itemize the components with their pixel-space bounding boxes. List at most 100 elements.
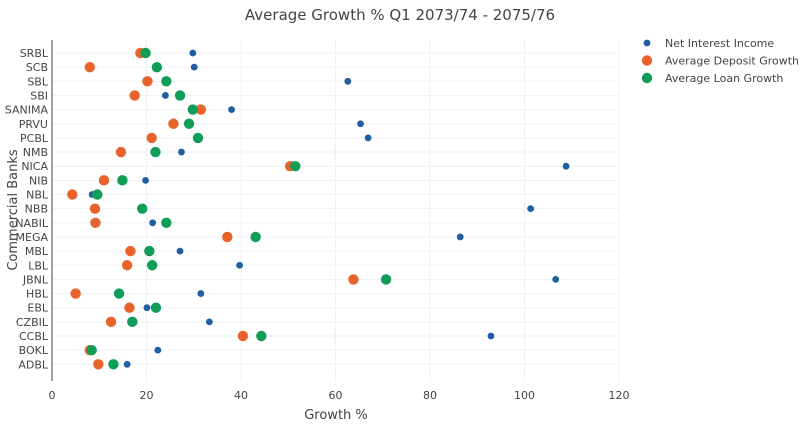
point-net-interest-income-sbi[interactable]	[162, 92, 169, 99]
point-average-deposit-growth-pcbl[interactable]	[146, 132, 157, 144]
point-net-interest-income-pcbl[interactable]	[364, 134, 372, 142]
point-net-interest-income-ebl[interactable]	[143, 304, 151, 312]
point-average-deposit-growth-lbl[interactable]	[121, 260, 133, 271]
point-net-interest-income-prvu[interactable]	[357, 120, 364, 128]
y-tick-label-nabil: NABIL	[15, 217, 49, 230]
point-average-deposit-growth-sbi[interactable]	[129, 90, 140, 101]
point-average-loan-growth-ebl[interactable]	[150, 302, 162, 313]
point-net-interest-income-sbl[interactable]	[344, 77, 352, 85]
y-tick-label-prvu: PRVU	[19, 118, 48, 131]
point-average-loan-growth-nica[interactable]	[290, 161, 301, 172]
point-average-deposit-growth-adbl[interactable]	[93, 359, 104, 370]
point-average-deposit-growth-sanima[interactable]	[195, 104, 207, 115]
y-tick-label-mega: MEGA	[16, 231, 49, 244]
point-average-loan-growth-czbil[interactable]	[127, 316, 138, 328]
x-tick-label-60: 60	[329, 389, 343, 402]
y-tick-label-adbl: ADBL	[18, 358, 49, 371]
x-tick-label-0: 0	[49, 389, 56, 402]
y-tick-label-ebl: EBL	[27, 302, 48, 315]
point-average-deposit-growth-nbb[interactable]	[89, 203, 101, 214]
point-net-interest-income-nica[interactable]	[562, 162, 570, 170]
point-net-interest-income-nmb[interactable]	[178, 148, 185, 156]
point-net-interest-income-lbl[interactable]	[236, 261, 243, 269]
point-net-interest-income-bokl[interactable]	[154, 346, 162, 354]
point-average-deposit-growth-nabil[interactable]	[90, 217, 101, 228]
point-average-loan-growth-mega[interactable]	[250, 231, 261, 243]
point-net-interest-income-mbl[interactable]	[176, 247, 184, 255]
point-average-deposit-growth-nbl[interactable]	[67, 189, 78, 200]
y-tick-label-mbl: MBL	[25, 245, 49, 258]
point-average-loan-growth-bokl[interactable]	[86, 344, 97, 356]
legend[interactable]: Net Interest Income Average Deposit Growt…	[641, 37, 799, 85]
point-average-deposit-growth-czbil[interactable]	[105, 316, 117, 328]
point-average-loan-growth-sbl[interactable]	[161, 76, 172, 87]
point-average-loan-growth-pcbl[interactable]	[192, 132, 204, 144]
y-tick-label-jbnl: JBNL	[22, 273, 49, 286]
chart-title: Average Growth % Q1 2073/74 - 2075/76	[245, 6, 555, 24]
point-average-loan-growth-jbnl[interactable]	[380, 274, 392, 285]
point-average-loan-growth-lbl[interactable]	[146, 260, 158, 271]
y-tick-label-pcbl: PCBL	[20, 132, 49, 145]
point-net-interest-income-srbl[interactable]	[189, 49, 197, 57]
y-tick-label-nica: NICA	[21, 160, 48, 173]
point-average-deposit-growth-nib[interactable]	[98, 175, 110, 186]
point-average-deposit-growth-jbnl[interactable]	[348, 274, 359, 285]
x-axis-title: Growth %	[304, 408, 368, 423]
point-net-interest-income-sanima[interactable]	[228, 106, 235, 113]
y-tick-label-bokl: BOKL	[19, 344, 49, 357]
point-net-interest-income-adbl[interactable]	[123, 360, 131, 368]
y-tick-label-lbl: LBL	[28, 259, 49, 272]
point-net-interest-income-mega[interactable]	[456, 233, 464, 241]
point-net-interest-income-czbil[interactable]	[205, 318, 213, 326]
point-net-interest-income-nbb[interactable]	[527, 205, 535, 213]
point-net-interest-income-hbl[interactable]	[197, 290, 205, 297]
y-tick-label-sanima: SANIMA	[5, 104, 49, 117]
point-average-deposit-growth-nmb[interactable]	[115, 146, 127, 158]
legend-label-average-loan-growth[interactable]: Average Loan Growth	[665, 72, 783, 85]
point-net-interest-income-scb[interactable]	[190, 63, 198, 71]
y-tick-label-srbl: SRBL	[20, 47, 49, 60]
x-tick-label-120: 120	[609, 389, 630, 402]
point-average-loan-growth-nib[interactable]	[117, 175, 128, 186]
point-average-loan-growth-sanima[interactable]	[187, 104, 199, 115]
point-average-loan-growth-nbb[interactable]	[137, 203, 148, 214]
y-tick-label-nmb: NMB	[23, 146, 48, 159]
point-average-loan-growth-nabil[interactable]	[161, 217, 172, 228]
point-average-deposit-growth-hbl[interactable]	[70, 288, 81, 299]
point-net-interest-income-ccbl[interactable]	[487, 332, 495, 340]
x-tick-label-100: 100	[514, 389, 535, 402]
point-net-interest-income-jbnl[interactable]	[552, 276, 560, 283]
x-tick-labels: 0 20 40 60 80 100 120	[49, 389, 630, 402]
point-average-loan-growth-nbl[interactable]	[92, 189, 103, 200]
point-average-deposit-growth-mbl[interactable]	[125, 245, 136, 257]
legend-marker-average-deposit-growth[interactable]	[641, 55, 653, 66]
point-average-deposit-growth-sbl[interactable]	[142, 76, 153, 87]
y-tick-label-sbl: SBL	[27, 75, 49, 88]
y-tick-label-czbil: CZBIL	[16, 316, 49, 329]
y-tick-label-nib: NIB	[29, 174, 48, 187]
y-tick-label-nbl: NBL	[26, 189, 49, 202]
point-average-deposit-growth-ebl[interactable]	[124, 302, 135, 313]
point-net-interest-income-nabil[interactable]	[149, 219, 157, 227]
point-average-deposit-growth-ccbl[interactable]	[237, 330, 249, 342]
y-axis-title: Commercial Banks	[6, 149, 21, 271]
point-average-loan-growth-mbl[interactable]	[144, 245, 155, 257]
point-average-deposit-growth-mega[interactable]	[222, 231, 233, 243]
point-average-loan-growth-hbl[interactable]	[113, 288, 125, 299]
point-average-loan-growth-ccbl[interactable]	[256, 330, 267, 342]
legend-marker-average-loan-growth[interactable]	[641, 72, 653, 84]
y-tick-label-scb: SCB	[26, 61, 48, 74]
point-average-loan-growth-prvu[interactable]	[183, 118, 195, 129]
point-average-loan-growth-sbi[interactable]	[174, 90, 186, 101]
point-average-deposit-growth-scb[interactable]	[84, 61, 96, 73]
point-net-interest-income-nib[interactable]	[142, 176, 149, 184]
point-average-deposit-growth-prvu[interactable]	[168, 118, 179, 129]
legend-label-average-deposit-growth[interactable]: Average Deposit Growth	[665, 55, 799, 68]
legend-marker-net-interest-income[interactable]	[643, 39, 651, 47]
point-average-loan-growth-nmb[interactable]	[150, 146, 161, 158]
point-average-loan-growth-srbl[interactable]	[140, 47, 151, 59]
point-average-loan-growth-scb[interactable]	[151, 61, 163, 73]
point-average-loan-growth-adbl[interactable]	[108, 359, 119, 370]
legend-label-net-interest-income[interactable]: Net Interest Income	[665, 37, 774, 50]
x-tick-label-80: 80	[423, 389, 437, 402]
